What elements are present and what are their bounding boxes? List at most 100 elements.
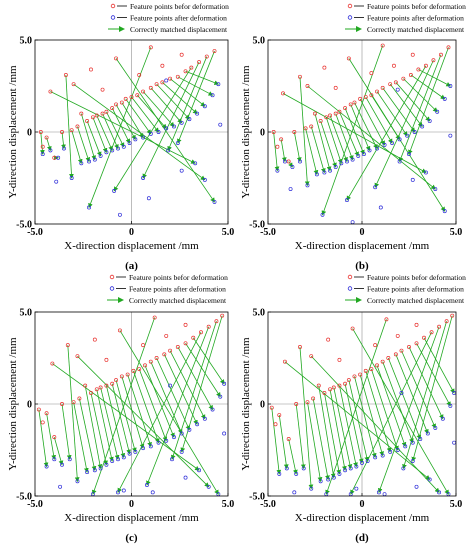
after-point [183,475,188,480]
after-point [401,466,406,471]
before-point [422,335,426,340]
displacement-arrow [408,47,449,155]
after-point [365,459,370,463]
x-tick-label: -5.0 [260,227,276,238]
displacement-arrow [121,376,145,449]
before-point [343,106,348,111]
before-point [119,100,124,105]
before-point [393,352,398,357]
plot-area [38,45,223,217]
before-point [100,111,105,116]
displacement-arrow [320,120,337,168]
before-point [322,391,327,395]
before-point [429,330,434,335]
displacement-arrow [142,91,175,128]
before-point [38,130,43,134]
after-point [179,431,184,436]
before-point [450,313,455,318]
displacement-arrow [401,350,436,429]
after-point [202,177,207,182]
chart-panel: -5.0 0 5.0 -5.0 0 5.0 X-direction displacement… [7,2,234,272]
displacement-arrow [39,131,45,155]
after-point [339,161,344,166]
after-point [388,449,393,454]
before-point [114,56,119,61]
before-point [271,130,276,134]
y-axis-label: Y-direction displacement /mm [7,337,19,471]
after-point [202,416,207,421]
displacement-arrow [80,113,97,161]
before-point [408,73,413,77]
after-point [210,93,215,98]
before-point [343,381,348,386]
before-point [363,368,368,373]
before-point [305,400,310,405]
after-point [79,161,84,166]
displacement-arrow [280,139,287,163]
after-point [141,135,146,140]
y-tick-label: -5.0 [249,220,265,231]
before-point [60,402,64,406]
after-point [85,470,90,475]
legend-entry: Feature points befor deformation [367,2,466,11]
displacement-arrow [73,83,206,181]
displacement-arrow [86,120,102,157]
before-point [444,319,449,324]
legend-entry: Feature points befor deformation [130,2,229,11]
before-point [117,328,122,333]
x-tick-label: 5.0 [222,499,235,510]
y-tick-label: 5.0 [253,36,266,47]
after-point [448,403,453,408]
before-point [388,82,393,87]
legend: Feature points befor deformation Feature … [345,2,466,34]
after-point [62,146,66,151]
after-point [58,484,63,489]
displacement-arrow [65,74,74,179]
after-point [395,87,400,92]
after-point [326,477,331,482]
after-point [345,159,349,164]
before-point [214,319,219,324]
displacement-arrow [115,379,137,453]
plot-area [271,43,453,224]
displacement-arrow [96,389,114,462]
displacement-arrow [350,332,432,495]
displacement-arrow [170,321,217,460]
before-point [60,130,64,134]
chart-panel: -5.0 0 5.0 -5.0 0 5.0 X-direction displacement… [240,2,466,272]
displacement-arrow [310,355,440,493]
after-point [92,157,97,162]
displacement-arrow [410,74,446,100]
y-tick-label: -5.0 [249,492,265,503]
chart-panel: -5.0 0 5.0 -5.0 0 5.0 X-direction displacement… [7,273,234,544]
displacement-arrow [295,403,306,470]
legend-entry: Feature points befor deformation [367,273,466,282]
displacement-arrow [163,354,198,425]
before-point [346,56,351,61]
y-tick-label: 5.0 [20,308,33,319]
displacement-arrow [418,69,452,87]
after-point [110,148,115,153]
displacement-arrow [111,383,131,455]
displacement-arrow [359,374,384,457]
after-point [397,159,402,164]
displacement-arrow [389,83,423,128]
before-point [380,43,385,48]
after-point [437,490,442,495]
after-point [390,141,395,145]
y-axis-label: Y-direction displacement /mm [240,337,252,471]
after-point [40,152,45,157]
displacement-arrow [136,94,167,129]
after-point [210,407,215,412]
displacement-arrow [46,137,52,152]
after-point [452,440,456,445]
displacement-arrow [77,355,210,488]
after-point [354,486,359,491]
after-point [350,157,355,162]
before-point [160,80,165,85]
after-point [354,464,359,469]
after-point [382,142,387,147]
x-tick-label: 0 [129,227,134,238]
after-point [322,170,327,175]
before-point [294,402,299,406]
